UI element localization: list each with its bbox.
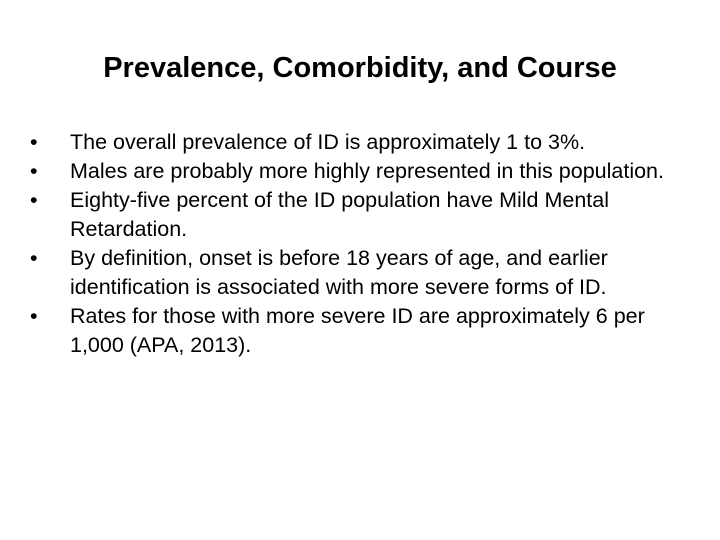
bullet: Eighty-five percent of the ID population…	[30, 186, 682, 244]
bullet: The overall prevalence of ID is approxim…	[30, 128, 682, 157]
bullet: By definition, onset is before 18 years …	[30, 244, 682, 302]
bullet: Rates for those with more severe ID are …	[30, 302, 682, 360]
slide-title: Prevalence, Comorbidity, and Course	[103, 52, 617, 84]
bullet: Males are probably more highly represent…	[30, 157, 682, 186]
bullet-list: The overall prevalence of ID is approxim…	[30, 128, 682, 360]
